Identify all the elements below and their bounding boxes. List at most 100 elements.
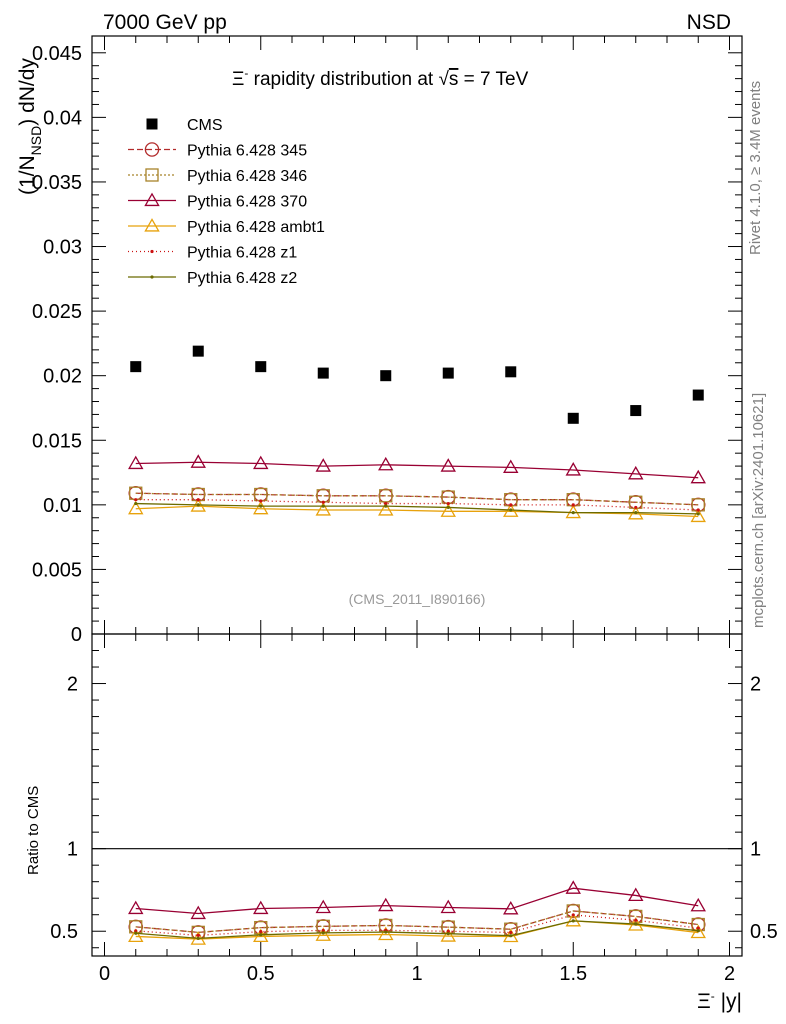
legend-entry: CMS bbox=[146, 117, 223, 134]
cms-data-point bbox=[692, 389, 704, 401]
series-pythia-6-428-370-point bbox=[440, 458, 456, 472]
series-pythia-6-428-z2-point bbox=[634, 510, 638, 515]
legend-label: Pythia 6.428 370 bbox=[187, 194, 307, 211]
series-pythia-6-428-z1-point bbox=[196, 498, 200, 502]
series-pythia-6-428-z1-point bbox=[571, 503, 575, 507]
series-pythia-6-428-z2-point bbox=[509, 508, 513, 512]
series-pythia-6-428-z2-point bbox=[696, 512, 700, 516]
series-pythia-6-428-370-ratio-point bbox=[315, 899, 331, 914]
cms-data-point bbox=[192, 345, 204, 357]
series-pythia-6-428-z1-ratio-point bbox=[446, 929, 450, 933]
series-pythia-6-428-z2-line bbox=[135, 502, 699, 515]
legend-entry: Pythia 6.428 z2 bbox=[128, 270, 297, 287]
series-pythia-6-428-370-ratio-point bbox=[565, 880, 581, 894]
series-pythia-6-428-ambt1-point bbox=[565, 504, 581, 519]
ratio-y-tick-label: 0.5 bbox=[50, 921, 78, 943]
mcplots-label: mcplots.cern.ch [arXiv:2401.10621] bbox=[750, 393, 767, 628]
y-tick-label: 0.03 bbox=[43, 237, 82, 259]
series-pythia-6-428-ambt1-line bbox=[135, 505, 699, 518]
series-pythia-6-428-370-ratio-point bbox=[690, 897, 706, 912]
series-pythia-6-428-z2-point bbox=[384, 504, 388, 508]
legend-entry: Pythia 6.428 ambt1 bbox=[128, 218, 325, 236]
series-pythia-6-428-370-ratio-point bbox=[378, 897, 394, 912]
series-pythia-6-428-z2-ratio-point bbox=[384, 930, 388, 934]
series-pythia-6-428-ambt1-point bbox=[440, 503, 456, 517]
series-pythia-6-428-z2-point bbox=[446, 505, 450, 510]
ratio-y-tick-label-right: 1 bbox=[750, 839, 761, 861]
series-pythia-6-428-z2-ratio-point bbox=[446, 932, 450, 936]
legend-entry: Pythia 6.428 345 bbox=[128, 142, 307, 160]
series-cms bbox=[130, 345, 704, 424]
series-pythia-6-428-z1-point bbox=[134, 498, 138, 502]
series-pythia-6-428-370-point bbox=[253, 455, 269, 470]
series-pythia-6-428-z1-ratio-point bbox=[509, 930, 513, 935]
series-pythia-6-428-346 bbox=[129, 486, 705, 940]
series-pythia-6-428-ambt1-ratio-point bbox=[378, 926, 394, 941]
series-pythia-6-428-ambt1-ratio-point bbox=[690, 924, 706, 939]
y-tick-label: 0.04 bbox=[43, 107, 82, 129]
series-pythia-6-428-z1-point bbox=[321, 500, 325, 504]
series-pythia-6-428-370-line bbox=[135, 461, 699, 479]
y-tick-label: 0 bbox=[71, 624, 82, 646]
series-pythia-6-428-z2-point bbox=[259, 504, 263, 508]
cms-data-point bbox=[567, 412, 579, 424]
series-pythia-6-428-z1-point bbox=[384, 501, 388, 506]
series-pythia-6-428-z1-point bbox=[634, 505, 638, 510]
series-pythia-6-428-z2-ratio-point bbox=[509, 934, 513, 938]
cms-data-point bbox=[442, 367, 454, 379]
series-pythia-6-428-z2-ratio-line bbox=[135, 920, 699, 940]
series-pythia-6-428-ambt1-ratio-point bbox=[565, 912, 581, 927]
legend-marker bbox=[145, 168, 159, 182]
series-pythia-6-428-z1-ratio-point bbox=[134, 929, 138, 933]
series-pythia-6-428-z1-point bbox=[259, 499, 263, 503]
series-pythia-6-428-z1-ratio-point bbox=[321, 928, 325, 933]
legend-label: Pythia 6.428 z1 bbox=[187, 245, 297, 262]
legend-label: Pythia 6.428 346 bbox=[187, 168, 307, 185]
series-pythia-6-428-z1-line bbox=[135, 499, 699, 511]
series-pythia-6-428-z2-ratio-point bbox=[196, 936, 200, 940]
cms-data-point bbox=[630, 405, 642, 417]
x-tick-label: 0.5 bbox=[247, 963, 275, 985]
ratio-y-tick-label-right: 0.5 bbox=[750, 921, 778, 943]
series-pythia-6-428-z2-ratio-point bbox=[696, 929, 700, 933]
y-tick-label: 0.045 bbox=[32, 43, 82, 65]
series-pythia-6-428-z2-ratio-point bbox=[571, 919, 575, 923]
series-pythia-6-428-z2-point bbox=[321, 504, 325, 508]
series-pythia-6-428-370-point bbox=[190, 454, 206, 468]
legend-label: Pythia 6.428 345 bbox=[187, 143, 307, 160]
y-axis-label: (1/NNSD) dN/dy bbox=[16, 58, 44, 195]
series-pythia-6-428-z2-ratio-point bbox=[259, 933, 263, 937]
legend-label: Pythia 6.428 z2 bbox=[187, 270, 297, 287]
series-pythia-6-428-370-point bbox=[315, 458, 331, 472]
series-pythia-6-428-z1-ratio-point bbox=[196, 933, 200, 937]
ratio-y-axis-label: Ratio to CMS bbox=[25, 786, 42, 875]
series-pythia-6-428-ambt1-point bbox=[315, 502, 331, 516]
series-pythia-6-428-z1-point bbox=[696, 508, 700, 512]
series-pythia-6-428-z2-point bbox=[196, 503, 200, 507]
series-pythia-6-428-346-ratio-point bbox=[566, 904, 580, 918]
series-pythia-6-428-346-line bbox=[135, 492, 699, 506]
legend-label: CMS bbox=[187, 117, 223, 134]
legend-marker bbox=[144, 192, 160, 207]
series-pythia-6-428-ambt1-ratio-point bbox=[440, 928, 456, 942]
series-pythia-6-428-ambt1-point bbox=[690, 508, 706, 523]
series-pythia-6-428-ambt1-ratio-point bbox=[315, 927, 331, 941]
legend-marker bbox=[144, 142, 160, 157]
y-tick-label: 0.025 bbox=[32, 301, 82, 323]
series-pythia-6-428-370-ratio-point bbox=[190, 905, 206, 920]
ratio-y-tick-label: 2 bbox=[67, 674, 78, 696]
series-pythia-6-428-370-point bbox=[565, 462, 581, 476]
cms-data-point bbox=[130, 361, 142, 373]
x-tick-label: 1 bbox=[411, 963, 422, 985]
series-pythia-6-428-ambt1-point bbox=[378, 502, 394, 516]
legend-marker bbox=[150, 249, 154, 254]
x-tick-label: 2 bbox=[724, 963, 735, 985]
ratio-y-tick-label-right: 2 bbox=[750, 674, 761, 696]
analysis-tag: (CMS_2011_I890166) bbox=[349, 591, 486, 607]
series-pythia-6-428-346-ratio-line bbox=[135, 910, 699, 934]
process-label: NSD bbox=[687, 11, 731, 34]
series-pythia-6-428-ambt1-ratio-point bbox=[128, 928, 144, 943]
legend-marker bbox=[150, 275, 154, 279]
series-pythia-6-428-370-point bbox=[690, 469, 706, 484]
